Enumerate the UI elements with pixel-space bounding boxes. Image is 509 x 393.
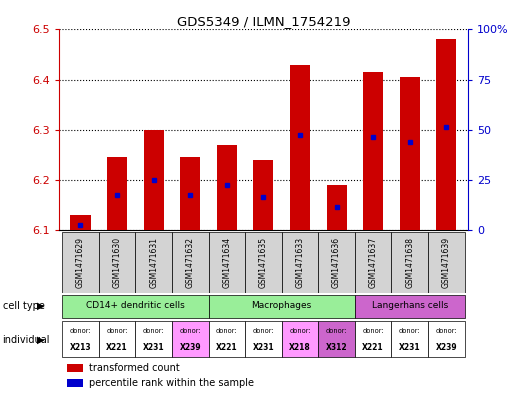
- Text: X218: X218: [289, 343, 311, 352]
- Bar: [67, 379, 83, 387]
- Text: donor:: donor:: [180, 328, 201, 334]
- Bar: [245, 232, 281, 293]
- Text: GSM1471630: GSM1471630: [112, 237, 122, 288]
- Text: donor:: donor:: [436, 328, 457, 334]
- Bar: [180, 157, 201, 230]
- Text: GSM1471639: GSM1471639: [442, 237, 451, 288]
- Bar: [326, 185, 347, 230]
- Bar: [99, 232, 135, 293]
- Bar: [209, 232, 245, 293]
- Text: cell type: cell type: [3, 301, 44, 311]
- Text: X239: X239: [180, 343, 201, 352]
- Bar: [436, 39, 457, 230]
- Text: GSM1471633: GSM1471633: [296, 237, 304, 288]
- Bar: [290, 64, 310, 230]
- Bar: [70, 215, 91, 230]
- Text: X312: X312: [326, 343, 347, 352]
- Text: X231: X231: [143, 343, 164, 352]
- Bar: [363, 72, 383, 230]
- Bar: [245, 321, 281, 356]
- Text: GSM1471634: GSM1471634: [222, 237, 231, 288]
- Bar: [107, 157, 127, 230]
- Bar: [172, 321, 209, 356]
- Text: GSM1471638: GSM1471638: [405, 237, 414, 288]
- Bar: [172, 232, 209, 293]
- Text: ▶: ▶: [37, 301, 44, 311]
- Text: donor:: donor:: [326, 328, 347, 334]
- Text: CD14+ dendritic cells: CD14+ dendritic cells: [86, 301, 185, 310]
- Bar: [217, 145, 237, 230]
- Text: ▶: ▶: [37, 335, 44, 345]
- Bar: [318, 321, 355, 356]
- Text: donor:: donor:: [252, 328, 274, 334]
- Bar: [281, 321, 318, 356]
- Text: individual: individual: [3, 335, 50, 345]
- Bar: [135, 321, 172, 356]
- Text: donor:: donor:: [143, 328, 164, 334]
- Bar: [355, 295, 465, 318]
- Text: GSM1471637: GSM1471637: [369, 237, 378, 288]
- Text: transformed count: transformed count: [89, 363, 180, 373]
- Text: X231: X231: [399, 343, 420, 352]
- Text: donor:: donor:: [106, 328, 128, 334]
- Text: X213: X213: [70, 343, 91, 352]
- Text: donor:: donor:: [70, 328, 91, 334]
- Text: X231: X231: [252, 343, 274, 352]
- Bar: [400, 77, 420, 230]
- Title: GDS5349 / ILMN_1754219: GDS5349 / ILMN_1754219: [177, 15, 350, 28]
- Text: X221: X221: [106, 343, 128, 352]
- Bar: [428, 321, 465, 356]
- Bar: [99, 321, 135, 356]
- Text: GSM1471629: GSM1471629: [76, 237, 85, 288]
- Text: GSM1471636: GSM1471636: [332, 237, 341, 288]
- Text: X239: X239: [436, 343, 457, 352]
- Text: GSM1471631: GSM1471631: [149, 237, 158, 288]
- Bar: [144, 130, 164, 230]
- Bar: [355, 321, 391, 356]
- Text: donor:: donor:: [289, 328, 311, 334]
- Text: Macrophages: Macrophages: [251, 301, 312, 310]
- Bar: [355, 232, 391, 293]
- Text: GSM1471635: GSM1471635: [259, 237, 268, 288]
- Bar: [253, 160, 273, 230]
- Text: X221: X221: [362, 343, 384, 352]
- Bar: [67, 364, 83, 372]
- Bar: [62, 295, 209, 318]
- Bar: [62, 232, 99, 293]
- Text: percentile rank within the sample: percentile rank within the sample: [89, 378, 254, 387]
- Text: GSM1471632: GSM1471632: [186, 237, 195, 288]
- Text: X221: X221: [216, 343, 238, 352]
- Bar: [209, 321, 245, 356]
- Bar: [62, 321, 99, 356]
- Bar: [281, 232, 318, 293]
- Bar: [391, 321, 428, 356]
- Bar: [135, 232, 172, 293]
- Bar: [209, 295, 355, 318]
- Text: Langerhans cells: Langerhans cells: [372, 301, 448, 310]
- Bar: [428, 232, 465, 293]
- Text: donor:: donor:: [362, 328, 384, 334]
- Text: donor:: donor:: [216, 328, 238, 334]
- Text: donor:: donor:: [399, 328, 420, 334]
- Bar: [391, 232, 428, 293]
- Bar: [318, 232, 355, 293]
